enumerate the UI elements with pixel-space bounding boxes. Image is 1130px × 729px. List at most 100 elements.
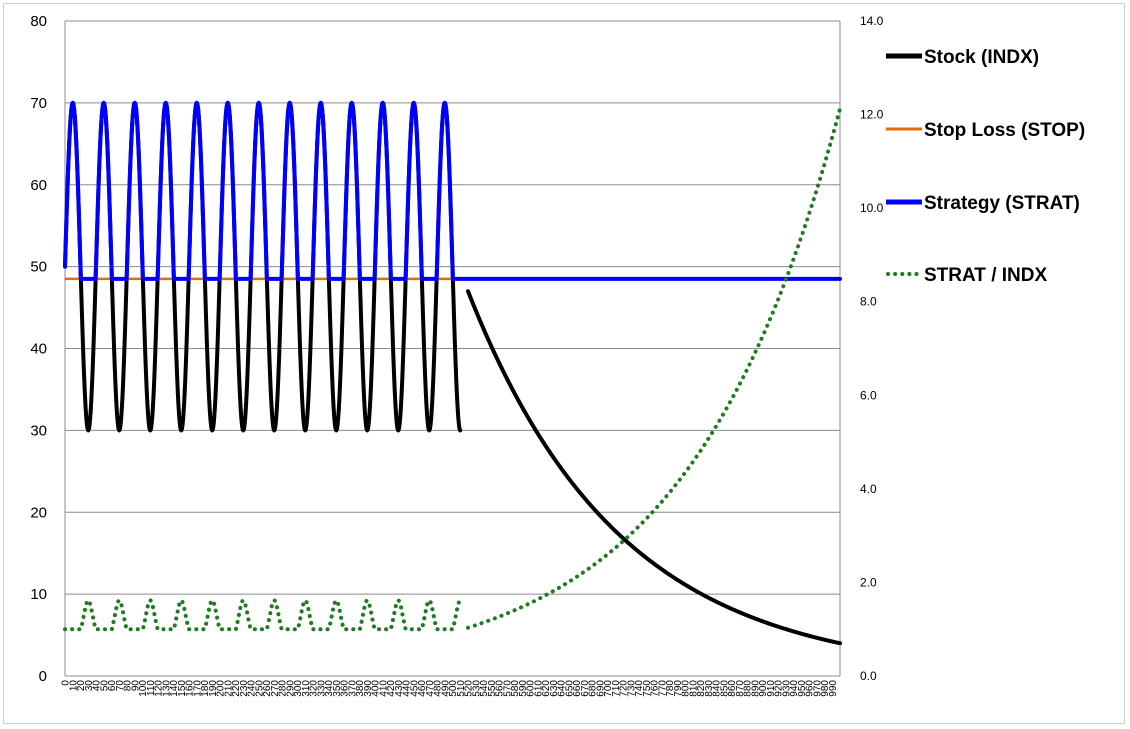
x-tick-label: 880 (743, 680, 754, 697)
x-tick-label: 430 (394, 680, 405, 697)
y-tick-label: 50 (30, 259, 47, 276)
x-tick-label: 920 (774, 680, 785, 697)
x-tick-label: 630 (549, 680, 560, 697)
x-tick-label: 690 (595, 680, 606, 697)
series-strategy-line (63, 100, 842, 281)
axes: 010203040506070800.02.04.06.08.010.012.0… (30, 13, 883, 697)
x-tick-label: 600 (526, 680, 537, 697)
x-tick-label: 760 (650, 680, 661, 697)
x-tick-label: 680 (588, 680, 599, 697)
x-tick-label: 940 (789, 680, 800, 697)
x-tick-label: 720 (619, 680, 630, 697)
x-tick-label: 60 (107, 680, 118, 692)
x-tick-label: 950 (797, 680, 808, 697)
x-tick-label: 170 (192, 680, 203, 697)
y2-tick-label: 10.0 (860, 201, 884, 215)
y-tick-label: 70 (30, 95, 47, 112)
x-tick-label: 70 (115, 680, 126, 692)
x-tick-label: 740 (634, 680, 645, 697)
x-tick-label: 10 (68, 680, 79, 692)
x-tick-label: 120 (154, 680, 165, 697)
x-tick-label: 260 (262, 680, 273, 697)
x-tick-label: 770 (657, 680, 668, 697)
x-tick-label: 0 (61, 680, 72, 686)
x-tick-label: 150 (177, 680, 188, 697)
x-tick-label: 670 (580, 680, 591, 697)
x-tick-label: 380 (355, 680, 366, 697)
series-stock-line (63, 100, 842, 646)
x-tick-label: 350 (332, 680, 343, 697)
x-tick-label: 340 (324, 680, 335, 697)
y2-tick-label: 0.0 (860, 669, 877, 683)
x-tick-label: 990 (828, 680, 839, 697)
x-tick-label: 560 (495, 680, 506, 697)
y-tick-label: 10 (30, 586, 47, 603)
x-tick-label: 130 (161, 680, 172, 697)
x-tick-label: 660 (572, 680, 583, 697)
x-tick-label: 180 (200, 680, 211, 697)
x-tick-label: 610 (533, 680, 544, 697)
legend-label: Stop Loss (STOP) (924, 120, 1085, 141)
x-tick-label: 30 (84, 680, 95, 692)
x-tick-label: 190 (208, 680, 219, 697)
x-tick-label: 700 (603, 680, 614, 697)
x-tick-label: 230 (239, 680, 250, 697)
x-tick-label: 640 (557, 680, 568, 697)
x-tick-label: 420 (386, 680, 397, 697)
y-tick-label: 60 (30, 177, 47, 194)
x-tick-label: 830 (704, 680, 715, 697)
x-tick-label: 40 (92, 680, 103, 692)
legend-label: Stock (INDX) (924, 47, 1039, 68)
x-tick-label: 110 (146, 680, 157, 696)
x-tick-label: 320 (309, 680, 320, 697)
y-tick-label: 0 (39, 668, 47, 685)
x-tick-label: 980 (820, 680, 831, 697)
x-tick-label: 800 (681, 680, 692, 697)
x-tick-label: 440 (402, 680, 413, 697)
y-tick-label: 30 (30, 422, 47, 439)
x-tick-label: 400 (371, 680, 382, 697)
x-tick-label: 710 (611, 680, 622, 697)
x-tick-label: 140 (169, 680, 180, 697)
x-tick-label: 900 (758, 680, 769, 697)
x-tick-label: 970 (812, 680, 823, 697)
x-tick-label: 890 (750, 680, 761, 697)
x-tick-label: 240 (247, 680, 258, 697)
x-tick-label: 290 (285, 680, 296, 697)
x-tick-label: 550 (487, 680, 498, 697)
x-tick-label: 370 (347, 680, 358, 697)
x-tick-label: 530 (471, 680, 482, 697)
series (63, 100, 842, 646)
x-tick-label: 160 (185, 680, 196, 697)
x-tick-label: 90 (130, 680, 141, 692)
x-tick-label: 860 (727, 680, 738, 697)
chart-frame (3, 3, 1125, 724)
x-tick-label: 960 (805, 680, 816, 697)
x-tick-label: 850 (719, 680, 730, 697)
x-tick-label: 730 (626, 680, 637, 697)
x-tick-label: 270 (270, 680, 281, 697)
x-tick-label: 330 (316, 680, 327, 697)
x-tick-label: 490 (440, 680, 451, 697)
x-tick-label: 810 (688, 680, 699, 697)
y-tick-label: 80 (30, 13, 47, 30)
x-tick-label: 210 (223, 680, 234, 697)
x-tick-label: 250 (254, 680, 265, 697)
x-tick-label: 80 (123, 680, 134, 692)
x-tick-label: 450 (409, 680, 420, 697)
x-tick-label: 300 (293, 680, 304, 697)
y2-tick-label: 6.0 (860, 388, 877, 402)
y-tick-label: 40 (30, 341, 47, 358)
x-tick-label: 310 (301, 680, 312, 697)
y2-tick-label: 4.0 (860, 482, 877, 496)
x-tick-label: 360 (340, 680, 351, 697)
legend-label: Strategy (STRAT) (924, 193, 1080, 214)
y2-tick-label: 8.0 (860, 295, 877, 309)
x-tick-label: 50 (99, 680, 110, 692)
x-tick-label: 840 (712, 680, 723, 697)
series-ratio-line (63, 106, 842, 632)
y2-tick-label: 2.0 (860, 575, 877, 589)
x-tick-label: 480 (433, 680, 444, 697)
x-tick-label: 20 (76, 680, 87, 692)
